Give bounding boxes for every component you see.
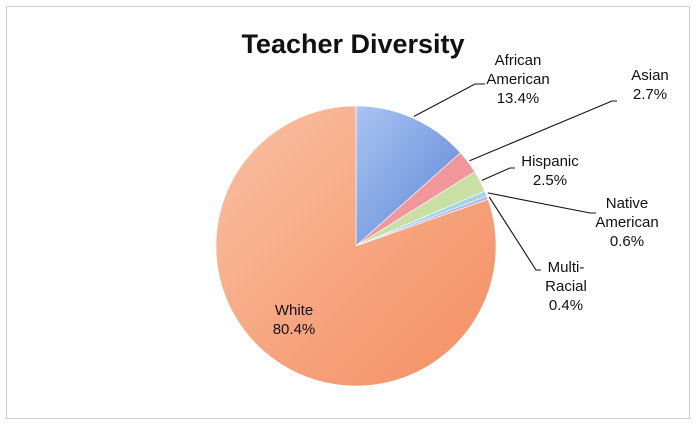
slice-label-4: Multi-Racial 0.4% [545,259,587,314]
slice-label-2: Hispanic 2.5% [521,153,579,189]
leader-line-0 [413,83,485,117]
leader-line-2 [481,167,515,181]
slice-label-5: White 80.4% [273,302,316,338]
pie-slice-0 [355,105,461,247]
leader-line-4 [488,196,541,271]
leader-line-1 [469,100,617,162]
pie-slice-5 [215,105,497,387]
leader-line-3 [487,192,596,214]
slice-label-0: African American 13.4% [486,52,549,107]
slice-label-1: Asian 2.7% [631,67,669,103]
slice-label-3: Native American 0.6% [595,195,658,250]
chart-title: Teacher Diversity [241,29,464,59]
